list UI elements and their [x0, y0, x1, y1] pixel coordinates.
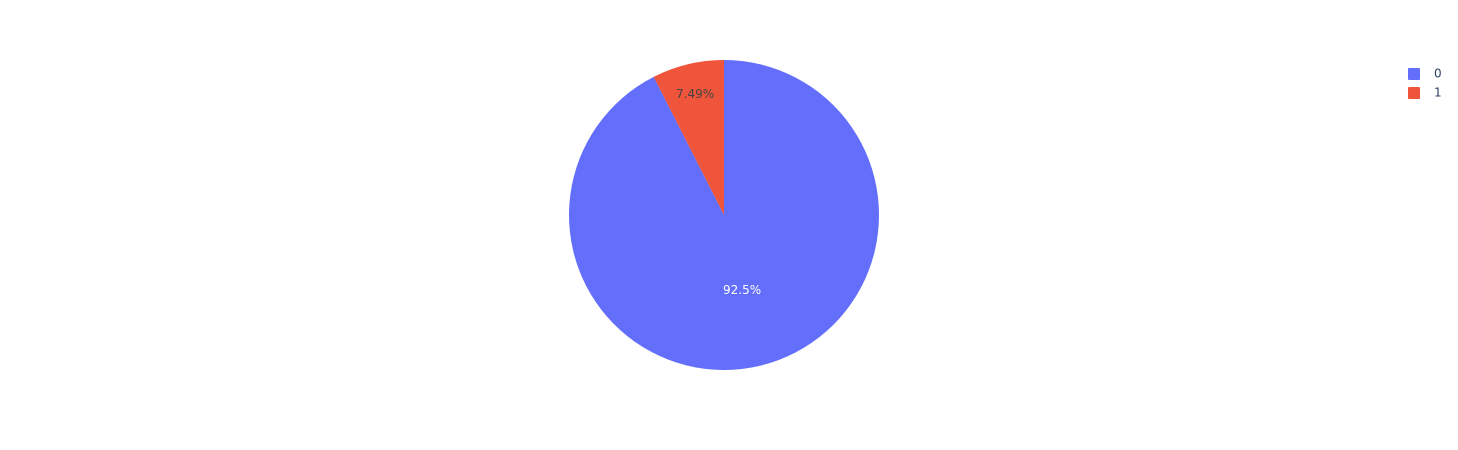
slice-label-1: 7.49%	[676, 87, 714, 101]
legend: 0 1	[1408, 67, 1442, 100]
pie-slice-labels: 92.5% 7.49%	[676, 87, 761, 297]
pie-slice-1[interactable]	[653, 60, 724, 215]
legend-label-1: 1	[1434, 86, 1442, 100]
legend-item-0[interactable]: 0	[1408, 67, 1442, 81]
pie-slices	[568, 60, 879, 370]
legend-label-0: 0	[1434, 67, 1442, 81]
slice-label-0: 92.5%	[723, 283, 761, 297]
legend-item-1[interactable]: 1	[1408, 86, 1442, 100]
pie-slice-0[interactable]	[568, 60, 879, 370]
legend-swatch-1[interactable]	[1408, 87, 1420, 99]
legend-swatch-0[interactable]	[1408, 68, 1420, 80]
